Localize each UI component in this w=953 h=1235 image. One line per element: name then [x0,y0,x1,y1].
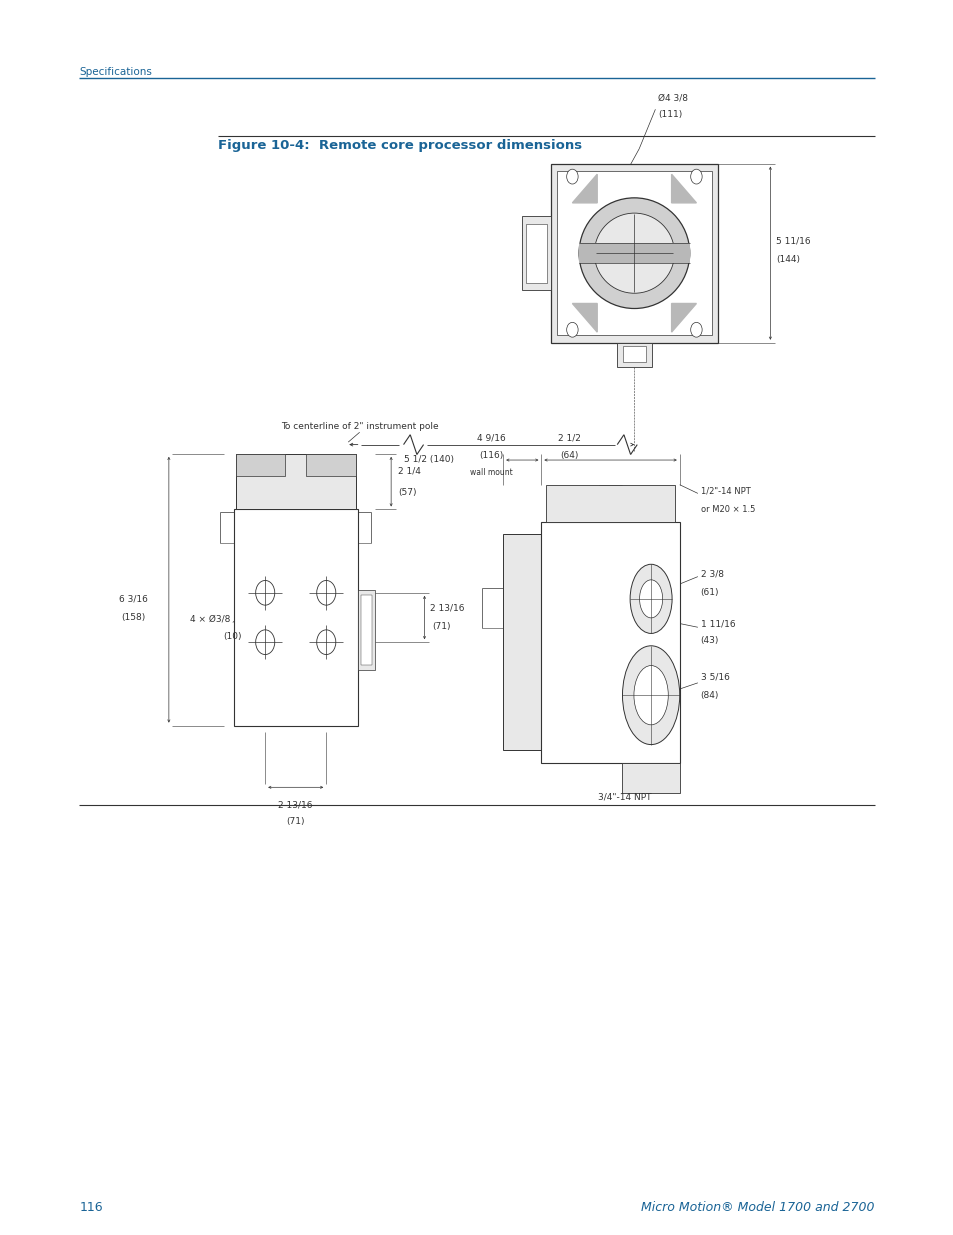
Text: (57): (57) [397,488,416,498]
Text: or M20 × 1.5: or M20 × 1.5 [700,505,754,514]
Bar [545,484,674,522]
Text: 1/2"-14 NPT: 1/2"-14 NPT [700,487,750,495]
Circle shape [690,322,701,337]
Bar [541,522,679,763]
Text: 6 3/16: 6 3/16 [119,594,148,604]
Text: (71): (71) [432,621,450,631]
Text: 2 13/16: 2 13/16 [430,603,464,613]
Bar [306,453,355,475]
Text: 2 1/4: 2 1/4 [397,466,420,475]
Circle shape [566,169,578,184]
Text: 3 5/16: 3 5/16 [700,672,729,682]
Circle shape [255,630,274,655]
Text: 3/4"-14 NPT: 3/4"-14 NPT [597,793,651,802]
Text: (116): (116) [479,451,503,459]
Text: (111): (111) [658,110,681,119]
Polygon shape [671,174,696,203]
Text: (158): (158) [121,613,145,622]
Text: Specifications: Specifications [79,67,152,77]
Bar [622,346,645,363]
Text: 5 1/2 (140): 5 1/2 (140) [403,454,453,464]
Text: 4 9/16: 4 9/16 [476,433,506,442]
Text: (71): (71) [286,818,305,826]
Text: Micro Motion® Model 1700 and 2700: Micro Motion® Model 1700 and 2700 [640,1202,874,1214]
Text: 116: 116 [79,1202,103,1214]
Bar [617,342,651,368]
Ellipse shape [578,198,689,309]
Text: 5 11/16: 5 11/16 [776,236,810,246]
Bar [357,590,375,669]
Bar [503,535,541,751]
Text: 2 3/8: 2 3/8 [700,569,723,579]
Ellipse shape [621,646,679,745]
Circle shape [255,580,274,605]
Text: (43): (43) [700,636,719,646]
Text: Figure 10-4:  Remote core processor dimensions: Figure 10-4: Remote core processor dimen… [217,140,581,152]
Text: (64): (64) [559,451,578,459]
Text: (84): (84) [700,690,719,700]
Text: 2 1/2: 2 1/2 [558,433,579,442]
Bar [526,224,547,283]
Circle shape [690,169,701,184]
Text: (144): (144) [776,254,800,264]
Ellipse shape [639,580,662,618]
Bar [522,216,551,290]
Text: Ø4 3/8: Ø4 3/8 [658,94,687,103]
Text: (61): (61) [700,588,719,598]
Text: 2 13/16: 2 13/16 [278,800,313,809]
Polygon shape [572,174,597,203]
Bar [551,164,717,342]
Bar [233,510,357,726]
Ellipse shape [629,564,671,634]
Bar [360,594,372,664]
Text: To centerline of 2" instrument pole: To centerline of 2" instrument pole [281,421,438,431]
Text: 1 11/16: 1 11/16 [700,619,735,629]
Text: wall mount: wall mount [470,468,513,477]
Bar [557,172,711,336]
Bar [235,453,285,475]
Bar [622,763,679,794]
Circle shape [316,580,335,605]
Bar [578,243,689,263]
Polygon shape [572,304,597,332]
Circle shape [566,322,578,337]
Ellipse shape [633,666,668,725]
Polygon shape [671,304,696,332]
Text: (10): (10) [223,631,241,641]
Circle shape [316,630,335,655]
Text: 4 × Ø3/8: 4 × Ø3/8 [191,614,231,624]
Ellipse shape [594,214,674,293]
Bar [235,453,355,509]
